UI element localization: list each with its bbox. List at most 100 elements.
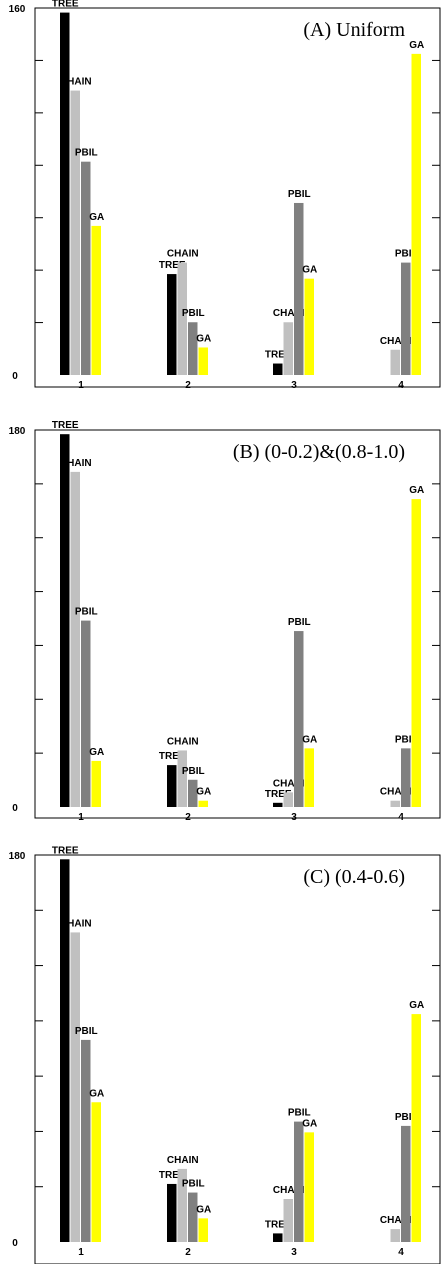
x-tick-label-3: 3 — [291, 380, 297, 391]
bar-label-chain-3: CHAIN — [273, 1185, 305, 1196]
plot-frame — [34, 854, 441, 1264]
bar-label-chain-2: CHAIN — [167, 736, 199, 747]
bar-ga-2 — [198, 800, 208, 807]
plot-frame — [34, 429, 441, 819]
bar-label-ga-1: GA — [89, 212, 104, 223]
bar-tree-1 — [60, 859, 70, 1242]
bar-label-ga-4: GA — [409, 485, 424, 496]
bar-pbil-2 — [188, 1192, 198, 1242]
x-tick-label-1: 1 — [78, 380, 84, 391]
bar-ga-1 — [91, 1102, 101, 1242]
bar-label-chain-2: CHAIN — [167, 249, 199, 260]
y-tick-label-min: 0 — [12, 371, 18, 382]
bar-label-ga-2: GA — [196, 787, 211, 798]
bar-label-pbil-1: PBIL — [75, 148, 98, 159]
y-tick-label-max: 180 — [9, 426, 26, 437]
bar-chain-2 — [177, 1168, 187, 1242]
bar-pbil-3 — [294, 1121, 304, 1242]
bar-tree-3 — [273, 363, 283, 375]
chart-title: (A) Uniform — [303, 19, 405, 41]
bar-ga-3 — [304, 748, 314, 807]
bar-label-pbil-4: PBIL — [395, 249, 418, 260]
plot-frame — [34, 7, 441, 388]
bar-label-pbil-4: PBIL — [395, 734, 418, 745]
bar-chain-1 — [70, 932, 80, 1242]
bar-pbil-4 — [401, 262, 411, 375]
bar-label-ga-3: GA — [302, 265, 317, 276]
bar-label-ga-3: GA — [302, 1118, 317, 1129]
bar-chain-3 — [283, 792, 293, 807]
bar-label-pbil-1: PBIL — [75, 607, 98, 618]
bar-label-ga-1: GA — [89, 747, 104, 758]
bar-label-chain-2: CHAIN — [167, 1155, 199, 1166]
bar-label-chain-4: CHAIN — [380, 1215, 412, 1226]
bar-label-pbil-2: PBIL — [182, 766, 205, 777]
y-tick-label-max: 160 — [9, 4, 26, 15]
x-tick-label-3: 3 — [291, 1247, 297, 1258]
bar-label-chain-3: CHAIN — [273, 308, 305, 319]
bar-pbil-1 — [81, 1039, 91, 1242]
bar-label-pbil-2: PBIL — [182, 308, 205, 319]
bar-label-chain-1: CHAIN — [60, 77, 92, 88]
chart-title: (B) (0-0.2)&(0.8-1.0) — [233, 441, 405, 463]
bar-label-chain-1: CHAIN — [60, 458, 92, 469]
bar-chain-3 — [283, 1199, 293, 1242]
bar-tree-2 — [167, 274, 177, 375]
bar-label-pbil-4: PBIL — [395, 1112, 418, 1123]
bar-ga-2 — [198, 1218, 208, 1242]
bar-label-pbil-3: PBIL — [288, 1108, 311, 1119]
bar-ga-3 — [304, 1132, 314, 1242]
bar-label-tree-1: TREE — [52, 0, 79, 10]
x-tick-label-3: 3 — [291, 812, 297, 823]
bar-label-tree-2: TREE — [159, 1170, 186, 1181]
bar-label-tree-1: TREE — [52, 420, 79, 431]
bar-ga-2 — [198, 347, 208, 375]
bar-pbil-2 — [188, 779, 198, 807]
bar-tree-2 — [167, 1183, 177, 1242]
bar-label-tree-2: TREE — [159, 751, 186, 762]
y-tick-label-max: 180 — [9, 851, 26, 862]
x-tick-label-1: 1 — [78, 1247, 84, 1258]
bar-pbil-4 — [401, 748, 411, 807]
bar-label-ga-1: GA — [89, 1088, 104, 1099]
bar-tree-1 — [60, 12, 70, 376]
x-tick-label-4: 4 — [398, 1247, 404, 1258]
x-tick-label-2: 2 — [185, 812, 191, 823]
bar-pbil-2 — [188, 322, 198, 375]
bar-label-tree-3: TREE — [265, 350, 292, 361]
bar-chain-1 — [70, 90, 80, 375]
bar-label-chain-4: CHAIN — [380, 336, 412, 347]
bar-chain-4 — [390, 800, 400, 807]
x-tick-label-1: 1 — [78, 812, 84, 823]
x-tick-label-2: 2 — [185, 1247, 191, 1258]
bar-ga-4 — [411, 53, 421, 375]
x-tick-label-4: 4 — [398, 812, 404, 823]
bar-label-tree-1: TREE — [52, 845, 79, 856]
chart-title: (C) (0.4-0.6) — [303, 866, 405, 888]
y-tick-label-min: 0 — [12, 803, 18, 814]
bar-label-ga-4: GA — [409, 1000, 424, 1011]
bar-label-pbil-3: PBIL — [288, 617, 311, 628]
bar-label-tree-3: TREE — [265, 1219, 292, 1230]
bar-chain-4 — [390, 349, 400, 375]
bar-label-ga-2: GA — [196, 333, 211, 344]
bar-label-ga-3: GA — [302, 734, 317, 745]
bar-label-chain-1: CHAIN — [60, 918, 92, 929]
bar-pbil-3 — [294, 631, 304, 807]
bar-ga-1 — [91, 225, 101, 375]
bar-ga-4 — [411, 1014, 421, 1242]
bar-pbil-4 — [401, 1125, 411, 1242]
bar-tree-3 — [273, 802, 283, 807]
bar-label-pbil-1: PBIL — [75, 1026, 98, 1037]
chart-panel-2: 0 180 (B) (0-0.2)&(0.8-1.0) TREE CHAIN PBIL GA… — [9, 420, 441, 823]
bar-label-ga-4: GA — [409, 40, 424, 51]
bar-chain-2 — [177, 262, 187, 375]
bar-tree-2 — [167, 765, 177, 807]
bar-label-pbil-3: PBIL — [288, 189, 311, 200]
bar-ga-4 — [411, 499, 421, 807]
bar-tree-3 — [273, 1233, 283, 1242]
bar-label-tree-2: TREE — [159, 260, 186, 271]
